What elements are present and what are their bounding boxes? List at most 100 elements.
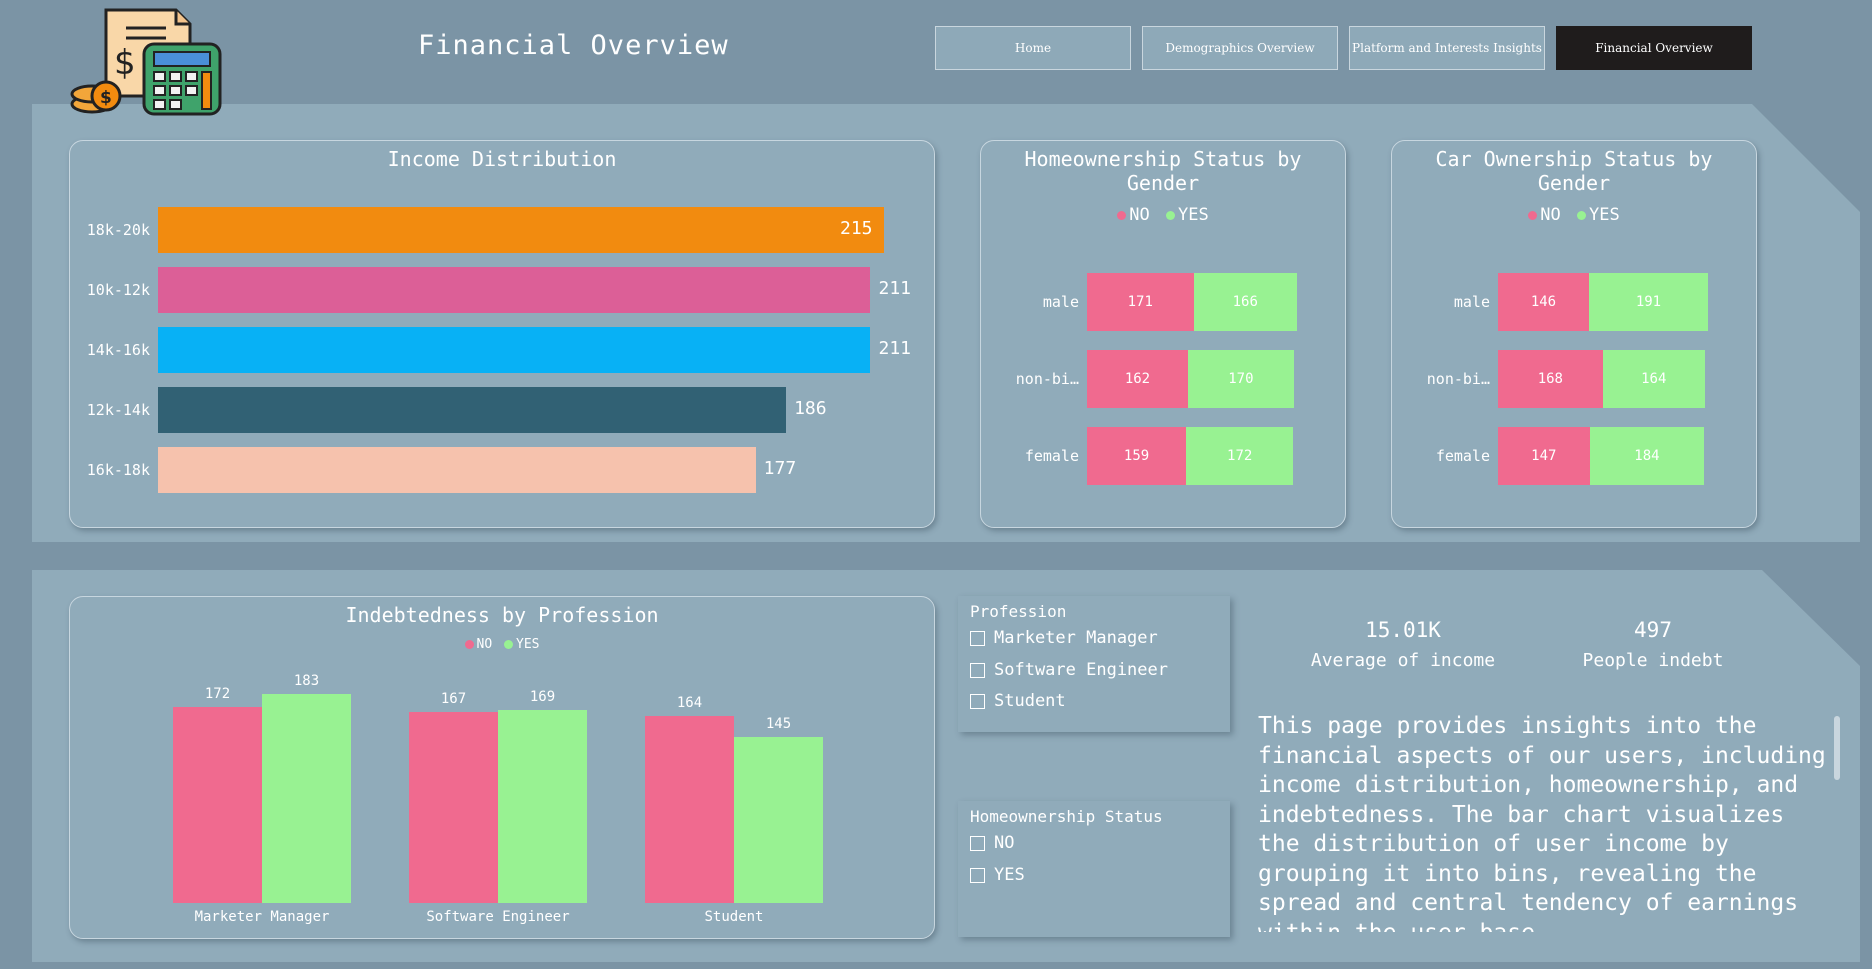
- debt-category-label: Software Engineer: [426, 909, 570, 925]
- car-category-label: female: [1435, 447, 1490, 465]
- home-category-label: non-bi…: [1015, 370, 1079, 388]
- legend-no-dot: [1528, 210, 1538, 220]
- profession-option-marketer-manager[interactable]: Marketer Manager: [970, 628, 1158, 648]
- income-bar: [158, 447, 756, 493]
- car-bar-no: 147: [1498, 427, 1590, 485]
- car-category-label: non-bi…: [1426, 370, 1490, 388]
- income-bar: [158, 207, 884, 253]
- income-value-label: 211: [878, 278, 911, 299]
- home-bar-yes: 166: [1193, 273, 1297, 331]
- car-bar-yes: 184: [1589, 427, 1705, 485]
- legend-yes-dot: [504, 640, 513, 649]
- page-title: Financial Overview: [418, 30, 729, 61]
- finance-logo-icon: $ $: [70, 8, 222, 116]
- income-distribution-card: Income Distribution 18k-20k 215 10k-12k 211…: [69, 140, 935, 528]
- page-description: This page provides insights into the fin…: [1258, 713, 1826, 932]
- car-bar-no: 146: [1498, 273, 1589, 331]
- car-category-label: male: [1453, 293, 1490, 311]
- debt-value-label: 167: [440, 691, 467, 708]
- description-scrollbar[interactable]: [1834, 716, 1840, 780]
- indebtedness-legend: NO YES: [70, 637, 934, 652]
- legend-no-label: NO: [1540, 205, 1561, 225]
- income-bar: [158, 387, 787, 433]
- income-category-label: 10k-12k: [86, 281, 150, 299]
- debt-bar-yes: [734, 737, 823, 903]
- kpi-people-indebt-value: 497: [1634, 618, 1672, 642]
- home-bar-no: 171: [1087, 273, 1194, 331]
- profession-option-software-engineer[interactable]: Software Engineer: [970, 660, 1168, 680]
- profession-option-student[interactable]: Student: [970, 691, 1066, 711]
- nav-platform-interests-button[interactable]: Platform and Interests Insights: [1349, 26, 1545, 70]
- checkbox[interactable]: [970, 693, 985, 709]
- car-ownership-chart-title: Car Ownership Status by Gender: [1435, 147, 1713, 195]
- svg-text:$: $: [114, 43, 136, 83]
- legend-no-dot: [464, 640, 474, 649]
- car-bar-no: 168: [1498, 350, 1603, 408]
- home-bar-no: 159: [1087, 427, 1187, 485]
- debt-value-label: 169: [529, 688, 556, 705]
- home-bar-yes: 170: [1187, 350, 1294, 408]
- debt-bar-yes: [262, 694, 351, 903]
- income-category-label: 12k-14k: [86, 401, 150, 419]
- car-ownership-card: Car Ownership Status by Gender NO YES ma…: [1391, 140, 1757, 528]
- homeownership-legend: NO YES: [981, 205, 1345, 225]
- income-value-label: 211: [878, 338, 911, 359]
- kpi-people-indebt-label: People indebt: [1582, 650, 1724, 671]
- checkbox[interactable]: [970, 835, 985, 851]
- checkbox[interactable]: [970, 867, 985, 883]
- indebtedness-chart-title: Indebtedness by Profession: [345, 603, 659, 627]
- homeownership-option-yes[interactable]: YES: [970, 865, 1025, 885]
- homeownership-card: Homeownership Status by Gender NO YES ma…: [980, 140, 1346, 528]
- homeownership-slicer-title: Homeownership Status: [970, 807, 1163, 826]
- income-bar: [158, 327, 871, 373]
- income-value-label: 186: [794, 398, 827, 419]
- kpi-average-income-label: Average of income: [1310, 650, 1496, 671]
- homeownership-option-no[interactable]: NO: [970, 833, 1014, 853]
- checkbox[interactable]: [970, 662, 985, 678]
- checkbox[interactable]: [970, 630, 985, 646]
- home-category-label: female: [1024, 447, 1079, 465]
- legend-yes-label: YES: [1589, 205, 1620, 225]
- legend-no-dot: [1117, 210, 1127, 220]
- income-chart-title: Income Distribution: [387, 147, 617, 171]
- nav-financial-overview-button[interactable]: Financial Overview: [1556, 26, 1752, 70]
- nav-demographics-button[interactable]: Demographics Overview: [1142, 26, 1338, 70]
- debt-value-label: 145: [765, 716, 792, 733]
- debt-bar-no: [645, 715, 734, 903]
- car-bar-yes: 164: [1602, 350, 1705, 408]
- income-category-label: 16k-18k: [86, 461, 150, 479]
- home-category-label: male: [1042, 293, 1079, 311]
- legend-no-label: NO: [476, 637, 493, 652]
- debt-category-label: Student: [704, 909, 764, 925]
- option-label: NO: [994, 833, 1015, 853]
- svg-text:$: $: [100, 88, 112, 108]
- homeownership-chart-title: Homeownership Status by Gender: [1024, 147, 1302, 195]
- option-label: Student: [994, 691, 1066, 711]
- legend-yes-label: YES: [1178, 205, 1209, 225]
- debt-bar-no: [409, 712, 498, 903]
- debt-value-label: 172: [204, 685, 231, 702]
- kpi-average-income-value: 15.01K: [1365, 618, 1441, 642]
- legend-no-label: NO: [1129, 205, 1150, 225]
- nav-home-button[interactable]: Home: [935, 26, 1131, 70]
- debt-value-label: 183: [293, 673, 320, 689]
- car-ownership-legend: NO YES: [1392, 205, 1756, 225]
- home-bar-yes: 172: [1186, 427, 1294, 485]
- debt-bar-yes: [498, 709, 587, 903]
- legend-yes-dot: [1577, 210, 1586, 220]
- car-bar-yes: 191: [1588, 273, 1708, 331]
- legend-yes-dot: [1166, 210, 1175, 220]
- debt-bar-no: [173, 706, 262, 903]
- income-bar: [158, 267, 871, 313]
- homeownership-slicer: Homeownership Status NO YES: [958, 801, 1230, 937]
- income-category-label: 14k-16k: [86, 341, 150, 359]
- income-category-label: 18k-20k: [86, 221, 150, 239]
- income-value-label: 215: [840, 218, 873, 239]
- option-label: Software Engineer: [994, 660, 1168, 680]
- income-value-label: 177: [763, 458, 797, 479]
- option-label: Marketer Manager: [994, 628, 1158, 648]
- debt-category-label: Marketer Manager: [194, 909, 330, 925]
- indebtedness-card: Indebtedness by Profession NO YES 172 183…: [69, 596, 935, 939]
- profession-slicer-title: Profession: [970, 602, 1067, 621]
- option-label: YES: [994, 865, 1025, 885]
